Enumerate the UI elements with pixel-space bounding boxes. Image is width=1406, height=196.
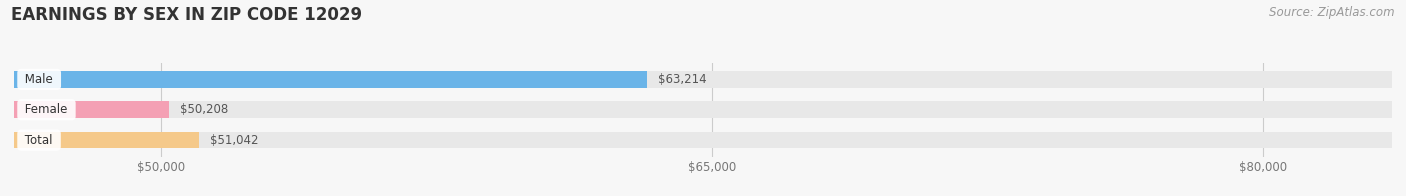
Bar [14, 71, 1392, 88]
Text: Female: Female [21, 103, 72, 116]
Text: $51,042: $51,042 [211, 134, 259, 147]
Text: EARNINGS BY SEX IN ZIP CODE 12029: EARNINGS BY SEX IN ZIP CODE 12029 [11, 6, 363, 24]
Text: Total: Total [21, 134, 56, 147]
Bar [14, 101, 169, 118]
Bar [14, 101, 1392, 118]
Text: Source: ZipAtlas.com: Source: ZipAtlas.com [1270, 6, 1395, 19]
Text: $50,208: $50,208 [180, 103, 228, 116]
Text: $63,214: $63,214 [658, 73, 706, 86]
Bar [14, 132, 200, 148]
Text: Male: Male [21, 73, 56, 86]
Bar [14, 132, 1392, 148]
Bar [14, 71, 647, 88]
